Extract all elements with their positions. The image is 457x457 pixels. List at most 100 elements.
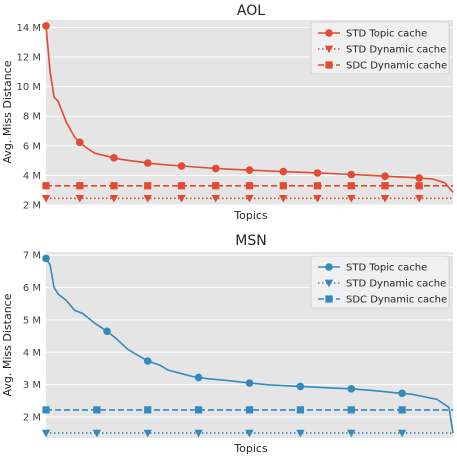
series-marker-0	[143, 357, 152, 365]
series-marker-0	[143, 159, 152, 167]
series-marker-1	[279, 194, 288, 203]
legend-label-1: STD Dynamic cache	[346, 279, 446, 290]
chart-msn: MSN 2 M 3 M 4 M 5 M 6 M 7 M Topics Avg. Miss …	[1, 233, 454, 455]
series-marker-0	[42, 254, 50, 263]
series-marker-0	[398, 389, 406, 398]
legend-marker-2	[325, 61, 333, 69]
legend-marker-1	[324, 279, 334, 288]
series-marker-0	[42, 22, 50, 30]
series-marker-1	[41, 194, 51, 203]
y-tick-label: 7 M	[23, 251, 41, 262]
chart-aol: AOL 2 M 4 M 6 M 8 M 10 M 12 M 14 M Topics Avg.…	[1, 3, 454, 222]
legend-label-2: SDC Dynamic cache	[346, 61, 447, 72]
series-marker-1	[143, 194, 152, 203]
series-marker-0	[296, 382, 305, 391]
series-marker-2	[347, 406, 355, 414]
series-marker-0	[245, 379, 254, 387]
legend-marker-0	[325, 263, 333, 271]
series-marker-1	[380, 194, 390, 203]
series-marker-2	[195, 406, 203, 414]
y-tick-label: 4 M	[23, 348, 41, 359]
series-marker-2	[144, 406, 152, 414]
series-marker-1	[347, 194, 356, 203]
legend-marker-1	[324, 45, 334, 54]
series-marker-2	[212, 182, 220, 190]
series-marker-1	[92, 429, 102, 438]
series-marker-0	[177, 162, 186, 170]
legend-label-2: SDC Dynamic cache	[346, 295, 447, 306]
series-marker-2	[42, 182, 50, 190]
series-marker-2	[279, 182, 287, 190]
legend-label-0: STD Topic cache	[346, 29, 427, 40]
series-group-msn	[41, 254, 454, 438]
y-tick-labels-aol: 2 M 4 M 6 M 8 M 10 M 12 M 14 M	[16, 23, 41, 212]
series-marker-1	[313, 194, 322, 203]
series-marker-0	[347, 385, 356, 393]
legend-label-0: STD Topic cache	[346, 263, 427, 274]
series-marker-2	[313, 182, 322, 190]
series-marker-0	[245, 166, 254, 174]
series-marker-0	[381, 172, 389, 180]
y-tick-label: 6 M	[23, 141, 41, 152]
legend-marker-2	[325, 295, 333, 303]
x-axis-label-msn: Topics	[233, 442, 268, 455]
y-tick-label: 14 M	[16, 23, 41, 34]
series-marker-2	[347, 182, 355, 190]
series-marker-0	[110, 154, 118, 162]
series-marker-2	[296, 406, 304, 414]
series-marker-1	[109, 194, 119, 203]
series-marker-2	[245, 182, 254, 190]
series-line-0	[45, 258, 454, 434]
y-tick-label: 6 M	[23, 283, 41, 294]
series-marker-2	[110, 182, 118, 190]
series-marker-2	[177, 182, 186, 190]
series-marker-1	[245, 429, 254, 438]
y-tick-label: 2 M	[23, 412, 41, 423]
series-marker-1	[415, 194, 424, 203]
legend-label-1: STD Dynamic cache	[346, 45, 446, 56]
legend-aol: STD Topic cache STD Dynamic cache SDC Dyna…	[310, 21, 450, 75]
series-marker-2	[42, 406, 50, 414]
x-axis-label-aol: Topics	[233, 209, 268, 222]
y-tick-label: 3 M	[23, 380, 41, 391]
series-marker-1	[347, 429, 356, 438]
series-marker-0	[103, 327, 111, 336]
series-marker-0	[75, 138, 84, 147]
y-axis-label-aol: Avg. Miss Distance	[1, 60, 14, 163]
series-marker-0	[279, 167, 288, 176]
series-marker-0	[313, 169, 322, 177]
series-marker-0	[194, 373, 203, 382]
series-marker-1	[296, 429, 305, 438]
series-marker-1	[75, 194, 84, 203]
series-marker-2	[245, 406, 254, 414]
series-group-aol	[41, 22, 454, 203]
series-marker-2	[381, 182, 389, 190]
series-marker-1	[397, 429, 407, 438]
series-marker-1	[177, 194, 186, 203]
series-marker-2	[144, 182, 152, 190]
y-tick-label: 12 M	[16, 53, 41, 64]
legend-box-msn	[310, 255, 450, 309]
chart-title-aol: AOL	[237, 3, 265, 19]
y-tick-labels-msn: 2 M 3 M 4 M 5 M 6 M 7 M	[23, 251, 41, 424]
series-marker-1	[143, 429, 152, 438]
series-marker-0	[347, 170, 356, 179]
series-marker-0	[415, 174, 424, 182]
series-marker-1	[211, 194, 220, 203]
y-axis-label-msn: Avg. Miss Distance	[1, 293, 14, 396]
chart-title-msn: MSN	[235, 233, 266, 249]
series-marker-2	[76, 182, 84, 190]
y-tick-label: 10 M	[16, 82, 41, 93]
y-tick-label: 2 M	[23, 201, 41, 212]
series-marker-0	[211, 164, 220, 173]
legend-msn: STD Topic cache STD Dynamic cache SDC Dyna…	[310, 255, 450, 309]
legend-marker-0	[325, 29, 333, 37]
legend-items-msn: STD Topic cache STD Dynamic cache SDC Dyna…	[318, 263, 447, 306]
series-marker-1	[245, 194, 254, 203]
series-marker-2	[398, 406, 406, 414]
legend-box-aol	[310, 21, 450, 75]
series-marker-1	[41, 429, 51, 438]
legend-items-aol: STD Topic cache STD Dynamic cache SDC Dyna…	[318, 29, 447, 72]
series-line-0	[45, 25, 454, 193]
